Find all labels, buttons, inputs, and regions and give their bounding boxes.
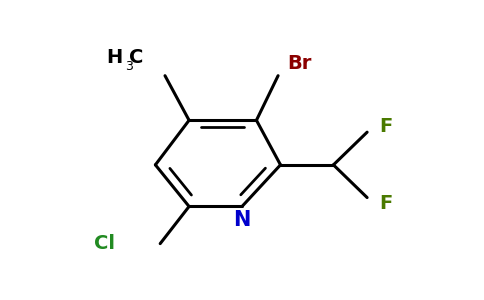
Text: 3: 3 bbox=[125, 60, 133, 73]
Text: C: C bbox=[129, 48, 143, 68]
Text: H: H bbox=[106, 48, 122, 68]
Text: F: F bbox=[380, 194, 393, 213]
Text: N: N bbox=[233, 210, 251, 230]
Text: Cl: Cl bbox=[94, 234, 115, 253]
Text: F: F bbox=[380, 117, 393, 136]
Text: Br: Br bbox=[287, 54, 312, 73]
